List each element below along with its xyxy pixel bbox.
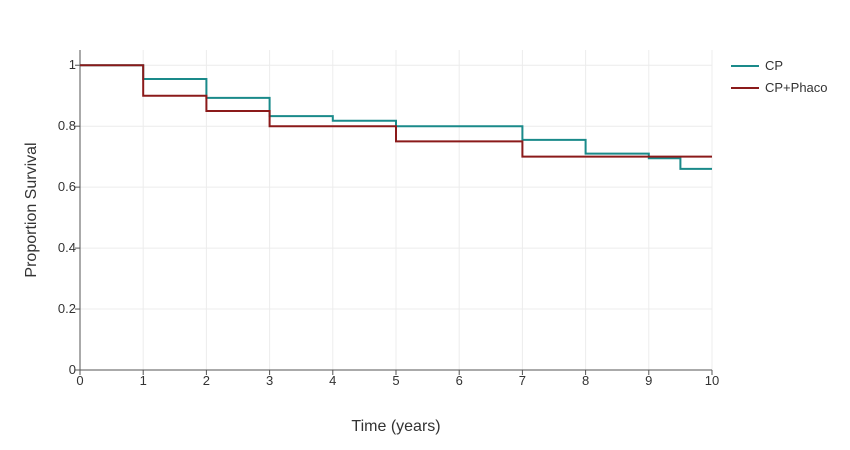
series-line-cp-phaco xyxy=(80,64,712,158)
x-axis-title: Time (years) xyxy=(351,418,440,435)
axes: 0 1 2 3 4 5 6 7 8 9 10 0 0.2 0.4 0.6 0.8 1 xyxy=(58,50,719,388)
x-tick-label: 0 xyxy=(76,373,83,388)
grid-lines xyxy=(80,50,713,370)
y-tick-label: 1 xyxy=(69,57,76,72)
x-tick-label: 4 xyxy=(329,373,336,388)
x-tick-label: 6 xyxy=(456,373,463,388)
x-tick-label: 5 xyxy=(392,373,399,388)
y-tick-label: 0.8 xyxy=(58,118,76,133)
legend-label: CP xyxy=(765,58,783,73)
legend: CP CP+Phaco xyxy=(731,58,828,95)
x-tick-label: 3 xyxy=(266,373,273,388)
y-tick-label: 0.2 xyxy=(58,301,76,316)
legend-label: CP+Phaco xyxy=(765,80,828,95)
x-tick-label: 10 xyxy=(705,373,719,388)
x-tick-label: 8 xyxy=(582,373,589,388)
y-tick-label: 0.6 xyxy=(58,179,76,194)
x-tick-label: 1 xyxy=(140,373,147,388)
x-tick-label: 2 xyxy=(203,373,210,388)
x-tick-label: 7 xyxy=(519,373,526,388)
y-axis-title: Proportion Survival xyxy=(23,142,40,277)
y-tick-label: 0 xyxy=(69,362,76,377)
y-tick-label: 0.4 xyxy=(58,240,76,255)
x-tick-label: 9 xyxy=(645,373,652,388)
series-lines xyxy=(80,64,712,170)
